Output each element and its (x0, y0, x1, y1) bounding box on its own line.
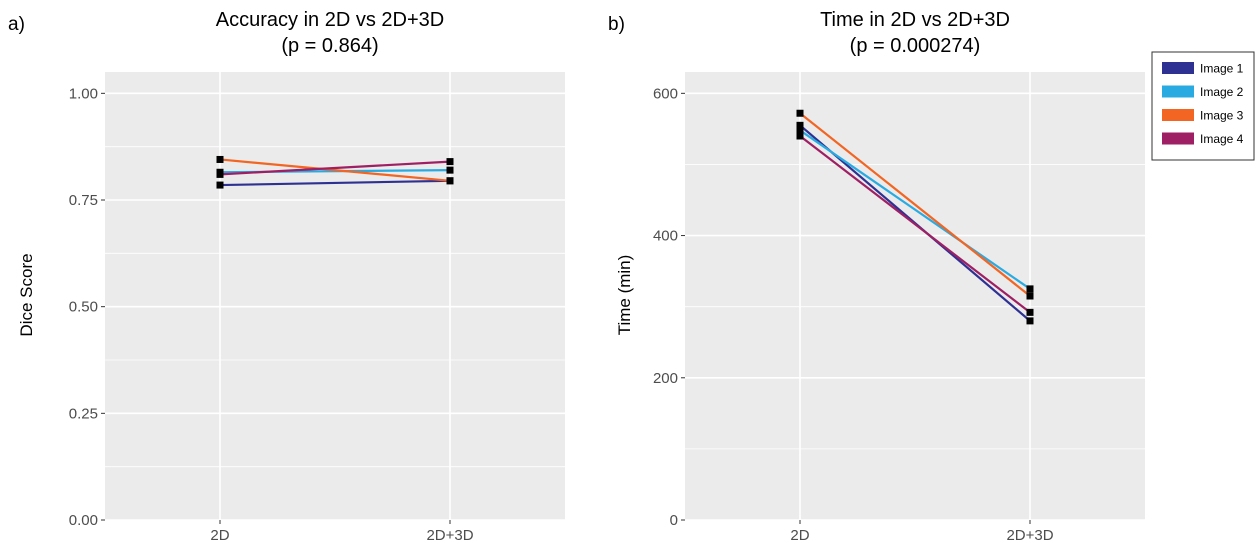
data-point-image-3 (796, 109, 804, 117)
plot-background-time (685, 72, 1145, 520)
legend: Image 1 Image 2 Image 3 Image 4 (1151, 51, 1255, 161)
data-point-image-2 (1026, 285, 1034, 293)
x-tick-label: 2D+3D (1006, 527, 1053, 544)
legend-label-image-3: Image 3 (1200, 109, 1244, 123)
data-point-image-4 (446, 158, 454, 166)
plot-area-accuracy: 0.00 0.25 0.50 0.75 1.00 2D 2D+3D (69, 72, 565, 544)
y-tick-label: 400 (653, 228, 678, 245)
x-tick-label: 2D+3D (426, 527, 473, 544)
series-line-image-4 (219, 160, 451, 176)
data-point-image-3 (216, 155, 224, 163)
y-tick-label: 0.75 (69, 192, 98, 209)
accuracy-chart: a) Accuracy in 2D vs 2D+3D (p = 0.864) D… (8, 9, 565, 544)
data-point-image-1 (216, 181, 224, 189)
y-axis-label-accuracy: Dice Score (17, 253, 36, 336)
plot-area-time: 0 200 400 600 2D 2D+3D (653, 72, 1145, 544)
chart-title-time: Time in 2D vs 2D+3D (820, 9, 1010, 31)
legend-label-image-1: Image 1 (1200, 62, 1244, 76)
y-tick-label: 0 (670, 512, 678, 529)
series-line-image-3 (799, 112, 1031, 297)
chart-subtitle-accuracy: (p = 0.864) (281, 35, 378, 57)
data-point-image-3 (446, 177, 454, 185)
data-point-image-4 (796, 132, 804, 140)
data-point-image-1 (796, 121, 804, 129)
y-tick-label: 1.00 (69, 85, 98, 102)
chart-title-accuracy: Accuracy in 2D vs 2D+3D (216, 9, 444, 31)
series-line-image-4 (799, 135, 1031, 314)
time-chart: b) Time in 2D vs 2D+3D (p = 0.000274) Ti… (608, 9, 1145, 544)
y-tick-label: 200 (653, 370, 678, 387)
legend-swatch-image-1 (1162, 62, 1194, 74)
legend-swatch-image-2 (1162, 85, 1194, 98)
data-point-image-3 (1026, 292, 1034, 300)
legend-swatch-image-4 (1162, 132, 1194, 145)
data-point-image-4 (1026, 308, 1034, 316)
y-tick-label: 0.00 (69, 512, 98, 529)
x-tick-label: 2D (790, 527, 809, 544)
data-point-image-2 (446, 166, 454, 174)
x-tick-label: 2D (210, 527, 229, 544)
y-axis-label-time: Time (min) (615, 255, 634, 336)
legend-swatch-image-3 (1162, 109, 1194, 121)
data-point-image-2 (796, 126, 804, 134)
series-line-image-3 (219, 158, 451, 182)
panel-label-a: a) (8, 14, 25, 35)
series-line-image-2 (799, 129, 1031, 290)
plot-background-accuracy (105, 72, 565, 520)
y-tick-label: 0.50 (69, 299, 98, 316)
chart-subtitle-time: (p = 0.000274) (850, 35, 981, 57)
panel-label-b: b) (608, 14, 625, 35)
y-tick-label: 0.25 (69, 405, 98, 422)
series-line-image-1 (219, 179, 451, 187)
data-point-image-1 (1026, 317, 1034, 325)
legend-label-image-2: Image 2 (1200, 85, 1244, 99)
y-tick-label: 600 (653, 85, 678, 102)
data-point-image-4 (216, 170, 224, 178)
legend-label-image-4: Image 4 (1200, 132, 1244, 146)
